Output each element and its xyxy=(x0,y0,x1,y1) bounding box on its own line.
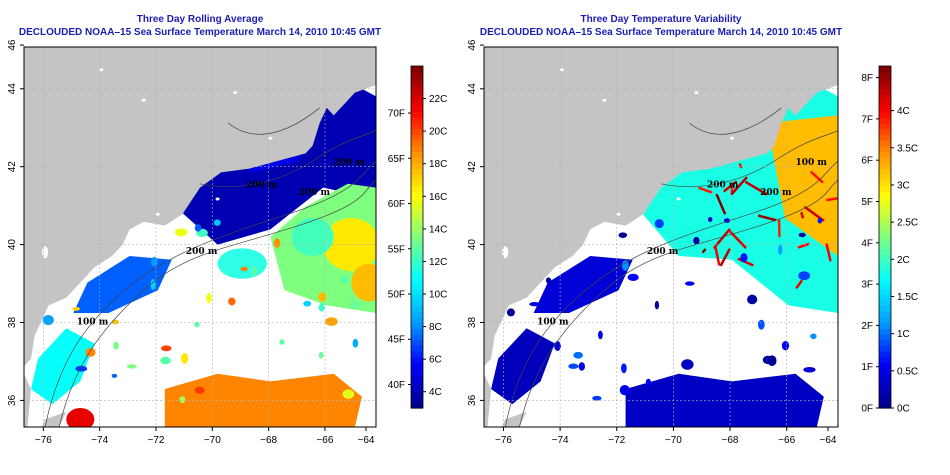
isobath-label: 200 m xyxy=(760,188,792,198)
colorbar-celsius-label: 6C xyxy=(429,355,442,366)
longitude-tick-label: −66 xyxy=(778,435,795,446)
map-subtitle: DECLOUDED NOAA–15 Sea Surface Temperatur… xyxy=(480,27,842,38)
colorbar-celsius-label: 10C xyxy=(429,290,447,301)
colorbar-celsius-label: 18C xyxy=(429,159,447,170)
latitude-tick-label: 44 xyxy=(7,83,18,95)
colorbar-celsius-label: 0C xyxy=(897,404,910,415)
isobath-contours xyxy=(504,107,838,427)
longitude-tick-label: −76 xyxy=(35,435,52,446)
colorbar: 0C 0.5C 1C 1.5C 2C 2.5C 3C 3.5C 4C 0F 1F 2F 3F 4F 5F 6F… xyxy=(861,65,918,415)
longitude-tick-label: −74 xyxy=(552,435,569,446)
colorbar-celsius-label: 4C xyxy=(429,387,442,398)
graticule xyxy=(484,47,838,427)
colorbar-fahrenheit-label: 7F xyxy=(861,114,873,125)
latitude-tick-label: 42 xyxy=(7,161,18,173)
longitude-tick-label: −76 xyxy=(495,435,512,446)
isobath-label: 200 m xyxy=(246,181,278,191)
map-title: Three Day Temperature Variability xyxy=(581,14,742,25)
colorbar-celsius-label: 2C xyxy=(897,255,910,266)
colorbar-celsius-label: 0.5C xyxy=(897,366,918,377)
colorbar-fahrenheit-label: 4F xyxy=(861,238,873,249)
longitude-tick-label: −70 xyxy=(665,435,682,446)
colorbar-celsius-label: 1.5C xyxy=(897,292,918,303)
isobath-label: 200 m xyxy=(647,247,679,257)
isobath-contours xyxy=(44,107,376,427)
latitude-tick-label: 44 xyxy=(467,83,478,95)
longitude-tick-label: −72 xyxy=(148,435,165,446)
colorbar-celsius-label: 12C xyxy=(429,257,447,268)
map-frame xyxy=(23,46,377,428)
colorbar-fahrenheit-label: 8F xyxy=(861,73,873,84)
colorbar-celsius-label: 2.5C xyxy=(897,218,918,229)
map-subtitle: DECLOUDED NOAA–15 Sea Surface Temperatur… xyxy=(19,27,381,38)
colorbar-celsius-label: 3.5C xyxy=(897,143,918,154)
latitude-tick-label: 38 xyxy=(467,317,478,329)
colorbar-fahrenheit-label: 2F xyxy=(861,321,873,332)
colorbar-celsius-label: 22C xyxy=(429,94,447,105)
land-mask xyxy=(24,47,376,427)
longitude-tick-label: −66 xyxy=(316,435,333,446)
isobath-label: 100 m xyxy=(537,317,569,327)
map-frame xyxy=(483,46,839,428)
colorbar-fahrenheit-label: 3F xyxy=(861,280,873,291)
colorbar-fahrenheit-label: 1F xyxy=(861,362,873,373)
latitude-tick-label: 42 xyxy=(467,161,478,173)
colorbar-celsius-label: 16C xyxy=(429,192,447,203)
colorbar-fahrenheit-label: 55F xyxy=(388,244,405,255)
longitude-tick-label: −68 xyxy=(722,435,739,446)
longitude-tick-label: −68 xyxy=(260,435,277,446)
longitude-tick-label: −64 xyxy=(820,435,837,446)
colorbar-fahrenheit-label: 65F xyxy=(388,154,405,165)
colorbar-fahrenheit-label: 45F xyxy=(388,335,405,346)
colorbar-fahrenheit-label: 40F xyxy=(388,380,405,391)
colorbar-celsius-label: 14C xyxy=(429,224,447,235)
latitude-tick-label: 40 xyxy=(467,239,478,251)
isobath-label: 200 m xyxy=(707,181,739,191)
latitude-tick-label: 36 xyxy=(467,394,478,406)
longitude-tick-label: −70 xyxy=(204,435,221,446)
avg-map-panel: 200 m 100 m 200 m 200 m 200 m Three Day Rolli… xyxy=(7,14,447,446)
latitude-tick-label: 46 xyxy=(7,39,18,51)
graticule xyxy=(24,47,376,427)
latitude-tick-label: 46 xyxy=(467,39,478,51)
latitude-tick-label: 40 xyxy=(7,239,18,251)
longitude-tick-label: −72 xyxy=(608,435,625,446)
isobath-label: 100 m xyxy=(796,158,828,168)
longitude-tick-label: −74 xyxy=(91,435,108,446)
latitude-tick-label: 38 xyxy=(7,317,18,329)
isobath-label: 100 m xyxy=(77,317,109,327)
colorbar-fahrenheit-label: 50F xyxy=(388,290,405,301)
latitude-tick-label: 36 xyxy=(7,394,18,406)
map-title: Three Day Rolling Average xyxy=(137,14,264,25)
longitude-tick-label: −64 xyxy=(358,435,375,446)
land-mask xyxy=(484,47,838,427)
colorbar-fahrenheit-label: 5F xyxy=(861,197,873,208)
isobath-label: 200 m xyxy=(186,247,218,257)
colorbar-fahrenheit-label: 60F xyxy=(388,199,405,210)
colorbar-celsius-label: 3C xyxy=(897,180,910,191)
colorbar-celsius-label: 8C xyxy=(429,322,442,333)
colorbar-fahrenheit-label: 70F xyxy=(388,109,405,120)
colorbar-fahrenheit-label: 6F xyxy=(861,156,873,167)
colorbar: 4C 6C 8C 10C 12C 14C 16C 18C 20C 22C 40F 45F 50F 55F 6… xyxy=(388,65,447,409)
var-map-panel: 200 m 100 m 200 m 100 m 200 m Three Day Tempe… xyxy=(467,14,918,446)
isobath-label: 200 m xyxy=(299,188,331,198)
colorbar-fahrenheit-label: 0F xyxy=(861,404,873,415)
colorbar-celsius-label: 1C xyxy=(897,329,910,340)
colorbar-celsius-label: 20C xyxy=(429,127,447,138)
colorbar-celsius-label: 4C xyxy=(897,106,910,117)
isobath-label: 200 m xyxy=(334,158,366,168)
